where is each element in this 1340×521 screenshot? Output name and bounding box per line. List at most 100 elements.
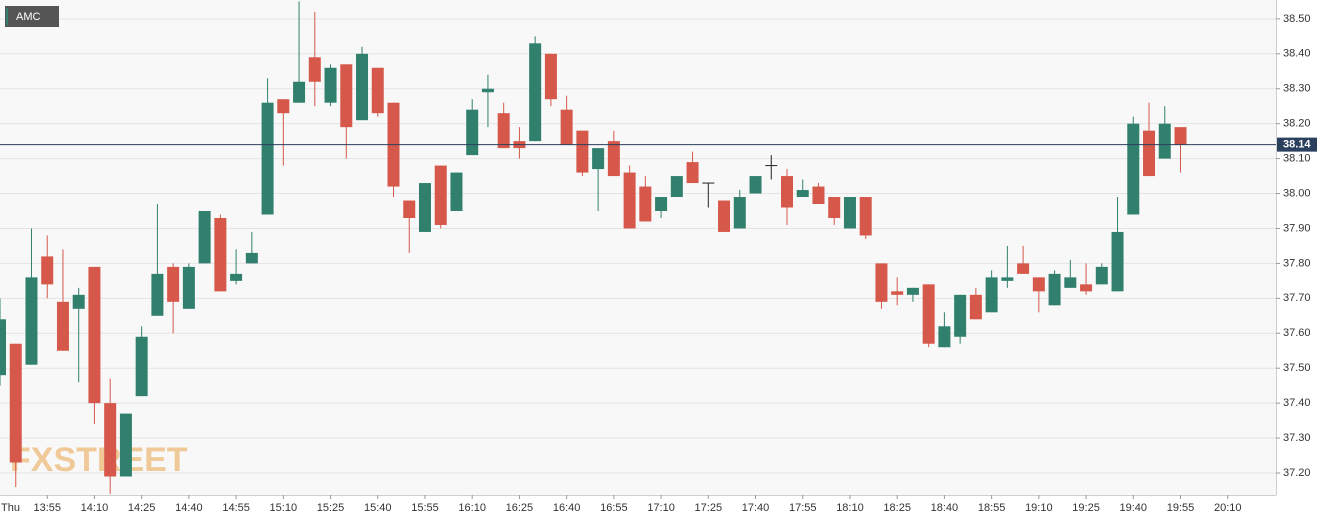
candle-body [245, 252, 258, 264]
legend-box [5, 6, 59, 27]
x-tick-label: 19:40 [1120, 502, 1148, 514]
candle-body [340, 64, 353, 128]
x-tick-label: 16:25 [506, 502, 534, 514]
x-tick-label: 19:55 [1167, 502, 1195, 514]
candle-body [922, 284, 935, 344]
candle-body [182, 266, 195, 309]
candle-body [607, 141, 620, 177]
y-tick-label: 37.50 [1283, 362, 1311, 374]
candle-body [1158, 123, 1171, 159]
y-tick-label: 37.60 [1283, 327, 1311, 339]
watermark: FXSTREET [10, 441, 188, 479]
candle-body [828, 197, 841, 218]
candles [0, 1, 1187, 494]
y-tick-label: 37.30 [1283, 432, 1311, 444]
y-tick-label: 37.90 [1283, 222, 1311, 234]
candle-body [9, 343, 22, 463]
y-tick-label: 37.40 [1283, 397, 1311, 409]
candle-body [1174, 127, 1187, 145]
y-tick-label: 37.70 [1283, 292, 1311, 304]
y-tick-label: 38.00 [1283, 187, 1311, 199]
x-tick-label: 15:40 [364, 502, 392, 514]
x-tick-label: 17:55 [789, 502, 817, 514]
candle-body [655, 197, 668, 211]
candle-body [497, 113, 510, 149]
candle-body [529, 43, 542, 142]
candle-body [88, 266, 101, 404]
candle-body [119, 413, 132, 477]
candle-body [151, 273, 164, 316]
candle-body [403, 200, 416, 218]
candle-body [875, 263, 888, 302]
x-tick-label: 17:10 [647, 502, 675, 514]
x-tick-label: 18:25 [883, 502, 911, 514]
candle-body [481, 88, 494, 93]
candle-body [434, 165, 447, 225]
x-tick-label: 16:55 [600, 502, 628, 514]
x-tick-label: 14:25 [128, 502, 156, 514]
candle-body [639, 186, 652, 222]
candle-body [718, 200, 731, 232]
x-tick-label: 14:40 [175, 502, 203, 514]
candle-body [167, 266, 180, 302]
candle-body [781, 176, 793, 208]
candle-body [1001, 277, 1014, 281]
candle-body [293, 81, 306, 103]
x-tick-label: 16:40 [553, 502, 581, 514]
candle-body [25, 277, 38, 365]
candle-body [954, 294, 967, 337]
last-price-tag [1277, 137, 1317, 152]
x-tick-label: 19:10 [1025, 502, 1053, 514]
candle-body [576, 130, 589, 173]
candle-body [324, 67, 337, 103]
candle-body [891, 291, 904, 295]
x-tick-label: 18:55 [978, 502, 1006, 514]
x-tick-label: 14:55 [222, 502, 250, 514]
candle-body [1064, 277, 1077, 288]
candle-body [985, 277, 998, 313]
candle-body [796, 190, 809, 198]
candle-body [670, 176, 683, 198]
x-tick-label: Thu [1, 502, 20, 514]
candle-body [0, 319, 6, 376]
x-tick-label: 15:55 [411, 502, 439, 514]
candle-body [214, 217, 227, 292]
candle-body [1048, 273, 1061, 306]
candle-body [198, 210, 211, 264]
candle-body [686, 162, 699, 184]
candle-body [749, 176, 762, 194]
candle-body [230, 273, 243, 281]
candle-body [1111, 231, 1124, 292]
candle-body [623, 172, 636, 229]
candle-body [1032, 277, 1045, 292]
candle-body [308, 57, 321, 82]
candle-body [356, 53, 369, 121]
x-tick-label: 19:25 [1072, 502, 1100, 514]
candle-body [938, 326, 951, 348]
candle-body [560, 109, 573, 145]
candle-body [1127, 123, 1140, 215]
x-tick-label: 15:10 [270, 502, 298, 514]
candle-body [104, 403, 117, 477]
grid [0, 18, 1276, 474]
x-tick-label: 16:10 [458, 502, 486, 514]
candle-body [733, 197, 746, 229]
candle-body [1095, 266, 1108, 285]
candle-body [1143, 130, 1156, 177]
x-tick-label: 17:40 [742, 502, 770, 514]
x-tick-label: 13:55 [33, 502, 61, 514]
legend-swatch [6, 8, 8, 25]
plot-area [0, 0, 1276, 495]
legend-label: AMC [16, 11, 41, 23]
y-tick-label: 38.50 [1283, 13, 1311, 25]
candle-body [906, 287, 919, 295]
candle-body [1017, 263, 1030, 274]
candle-body [277, 99, 290, 114]
candle-body [466, 109, 479, 156]
candle-body [859, 197, 872, 236]
candle-body [72, 294, 85, 309]
candle-body [592, 148, 605, 170]
candle-body [1080, 284, 1093, 292]
candle-body [261, 102, 274, 215]
x-tick-label: 18:10 [836, 502, 864, 514]
